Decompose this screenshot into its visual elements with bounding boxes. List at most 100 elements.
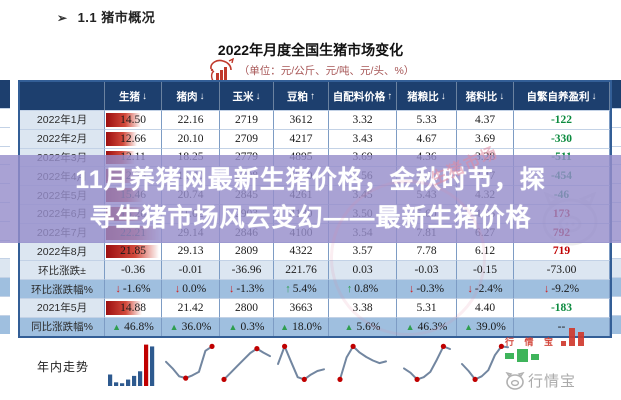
table-cell: 2709 (220, 128, 274, 148)
edge-band (611, 126, 621, 146)
sort-down-icon: ↓ (255, 90, 261, 102)
row-label: 2022年1月 (20, 110, 105, 129)
table-cell: ▲ 0.3% (220, 316, 274, 336)
sort-down-icon: ↓ (440, 90, 446, 102)
brand-small-text: 行 情 宝 (505, 337, 558, 347)
watermark-stamp-circle (330, 180, 486, 336)
arrow-bullet-icon: ➢ (57, 11, 68, 25)
table-cell: ▲ 18.0% (274, 316, 329, 336)
cell-value: 29.13 (177, 245, 204, 258)
row-label: 同比涨跌幅% (20, 316, 105, 336)
row-label: 环比涨跌± (20, 260, 105, 280)
table-cell: ↑ 5.4% (274, 279, 329, 298)
column-header: 生猪 ↓ (105, 82, 162, 110)
cell-value: 221.76 (285, 264, 317, 277)
cell-value: -36.96 (231, 264, 262, 277)
cell-value: 2719 (235, 113, 258, 126)
data-bar (106, 113, 142, 127)
section-heading: ➢ 1.1 猪市概况 (57, 7, 155, 26)
cell-value: -330 (550, 132, 573, 145)
sort-down-icon: ↓ (499, 90, 505, 102)
cell-value: 719 (552, 245, 571, 258)
cell-value: 0.3% (240, 320, 265, 333)
cell-value: 20.10 (177, 132, 204, 145)
table-corner-cell (20, 82, 105, 110)
table-cell: 221.76 (274, 260, 329, 280)
table-cell: 20.10 (162, 128, 220, 148)
table-cell: 4.67 (397, 128, 457, 148)
cell-value: 4.40 (474, 301, 496, 314)
edge-band-header (0, 80, 10, 108)
cell-value: 2709 (235, 132, 258, 145)
cell-value: 18.0% (292, 320, 322, 333)
cell-value: -- (557, 320, 566, 333)
cell-value: -9.2% (551, 283, 580, 296)
edge-band (611, 277, 621, 296)
table-cell: 3663 (274, 297, 329, 317)
table-cell: -122 (514, 110, 610, 129)
cell-value: 14.50 (120, 113, 146, 126)
edge-band (611, 258, 621, 278)
column-header: 猪粮比 ↓ (397, 82, 457, 110)
up-triangle-icon: ▲ (112, 321, 122, 332)
table-cell: -330 (514, 128, 610, 148)
table-cell: 29.13 (162, 241, 220, 261)
table-cell: -0.01 (162, 260, 220, 280)
cell-value: 3.43 (352, 132, 373, 145)
brand-red-bars-icon (561, 328, 585, 346)
row-label: 2021年5月 (20, 297, 105, 317)
cell-value: 3.69 (474, 132, 496, 145)
column-header: 猪料比 ↓ (457, 82, 514, 110)
down-arrow-icon: ↓ (228, 283, 235, 296)
headline-line-1: 11月养猪网最新生猪价格，金秋时节，探 (75, 166, 546, 194)
cell-value: 3612 (289, 113, 313, 126)
table-cell: 4217 (274, 128, 329, 148)
up-triangle-icon: ▲ (344, 321, 354, 332)
table-cell: 5.33 (397, 110, 457, 129)
table-cell: 4322 (274, 241, 329, 261)
table-cell: -183 (514, 297, 610, 317)
up-triangle-icon: ▲ (464, 321, 474, 332)
trend-row-label: 年内走势 (36, 360, 89, 374)
table-cell: 14.50 (105, 110, 162, 129)
unit-note: （单位：元/公斤、元/吨、元/头、%） (238, 64, 415, 77)
table-cell: -36.96 (220, 260, 274, 280)
data-bar (106, 131, 137, 146)
edge-band (611, 145, 621, 165)
table-cell: ▲ 39.0% (457, 316, 514, 336)
section-heading-text: 1.1 猪市概况 (77, 10, 156, 25)
brand-pig-icon (505, 371, 525, 390)
sparkline-bars-pig (104, 338, 158, 390)
headline-overlay: 11月养猪网最新生猪价格，金秋时节，探 寻生猪市场风云变幻——最新生猪价格 (0, 155, 621, 243)
cell-value: 21.85 (120, 245, 146, 258)
column-header: 豆粕 ↑ (274, 82, 329, 110)
cell-value: 4217 (289, 132, 313, 145)
cell-value: 12.66 (120, 132, 146, 145)
subtitle-row: （单位：元/公斤、元/吨、元/头、%） (0, 57, 621, 82)
cell-value: 4.37 (474, 113, 496, 126)
edge-band (611, 108, 621, 127)
cell-value: -122 (550, 113, 573, 126)
row-label: 环比涨跌幅% (20, 279, 105, 298)
up-triangle-icon: ▲ (280, 321, 290, 332)
column-header: 自配料价格 ↑ (329, 82, 397, 110)
sparkline-line (336, 338, 390, 390)
table-cell: 2800 (220, 297, 274, 317)
cell-value: 4322 (289, 245, 313, 258)
cell-value: 2800 (235, 301, 258, 314)
cell-value: -73.00 (546, 264, 577, 277)
table-cell: 21.85 (105, 241, 162, 261)
sort-down-icon: ↓ (199, 90, 205, 102)
chart-title: 2022年月度全国生猪市场变化 (217, 42, 404, 58)
cell-value: 3.32 (352, 113, 373, 126)
edge-band (0, 108, 10, 127)
edge-band (0, 258, 10, 278)
sort-down-icon: ↓ (142, 90, 147, 102)
table-cell: ▲ 36.0% (162, 316, 220, 336)
table-cell: 14.88 (105, 297, 162, 317)
table-cell: 2719 (220, 110, 274, 129)
column-header: 自繁自养盈利 ↓ (514, 82, 610, 110)
sort-up-icon: ↑ (387, 90, 393, 102)
sort-up-icon: ↑ (310, 90, 315, 102)
